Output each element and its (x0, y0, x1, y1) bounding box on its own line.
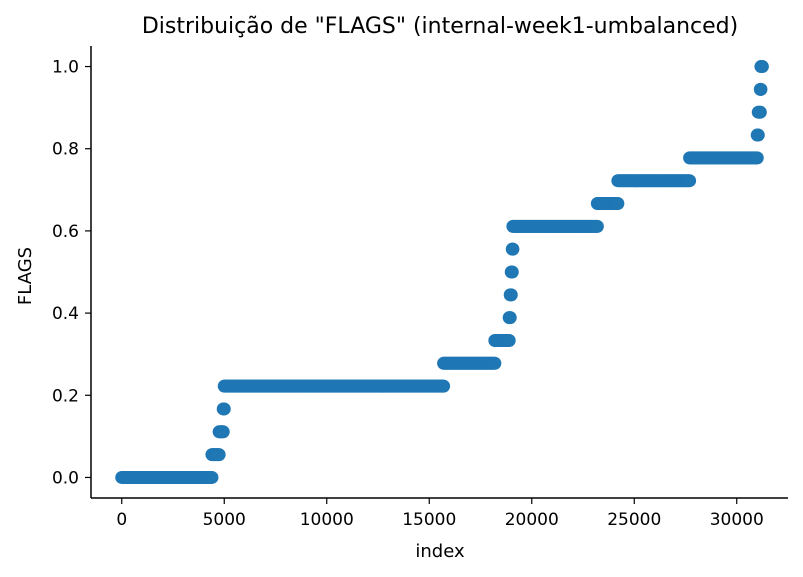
x-tick-label: 30000 (710, 510, 764, 530)
x-axis-label: index (415, 541, 465, 562)
chart-title: Distribuição de "FLAGS" (internal-week1-… (142, 14, 738, 39)
data-point (750, 151, 764, 165)
data-points (115, 60, 769, 484)
flag-level-12 (590, 197, 625, 210)
data-point (755, 60, 769, 74)
flag-level-17 (753, 82, 768, 96)
y-tick-label: 1.0 (52, 58, 79, 78)
y-tick-label: 0.2 (52, 386, 79, 406)
x-tick-label: 5000 (203, 510, 246, 530)
data-point (505, 265, 519, 279)
flag-level-13 (611, 174, 697, 188)
flag-level-18 (754, 60, 769, 74)
x-tick-label: 20000 (505, 510, 559, 530)
flag-level-9 (504, 265, 519, 279)
data-point (754, 82, 768, 96)
data-point (502, 334, 516, 347)
flag-level-15 (750, 128, 765, 142)
x-tick-label: 25000 (607, 510, 661, 530)
data-point (212, 448, 226, 462)
data-point (488, 356, 502, 370)
y-axis-label: FLAGS (15, 247, 36, 305)
y-tick-label: 0.4 (52, 304, 79, 324)
data-point (751, 128, 765, 142)
y-tick-label: 0.8 (52, 140, 79, 160)
flag-level-16 (751, 105, 767, 119)
flag-level-8 (503, 288, 518, 302)
data-point (504, 288, 518, 302)
data-point (611, 197, 625, 210)
data-point (217, 402, 231, 416)
data-point (437, 379, 451, 393)
x-tick-label: 15000 (402, 510, 456, 530)
flag-level-6 (488, 334, 516, 347)
data-point (590, 219, 604, 233)
data-point (205, 470, 219, 484)
x-tick-label: 0 (116, 510, 127, 530)
data-point (506, 242, 520, 256)
flag-level-7 (502, 311, 517, 325)
x-tick-label: 10000 (300, 510, 354, 530)
data-point (753, 105, 767, 119)
x-axis-ticks: 0 5000 10000 15000 20000 25000 30000 (116, 498, 764, 530)
flag-level-0 (115, 470, 219, 484)
flag-level-14 (683, 151, 764, 165)
flag-level-5 (437, 356, 502, 370)
flag-level-4 (217, 379, 451, 393)
y-tick-label: 0.0 (52, 468, 79, 488)
data-point (683, 174, 697, 188)
y-tick-label: 0.6 (52, 222, 79, 242)
flag-level-1 (205, 448, 226, 462)
flag-level-2 (212, 425, 230, 439)
data-point (503, 311, 517, 325)
y-axis-ticks: 0.0 0.2 0.4 0.6 0.8 1.0 (52, 58, 91, 488)
flag-level-10 (505, 242, 520, 256)
flag-level-11 (506, 219, 604, 233)
data-point (216, 425, 230, 439)
flag-level-3 (216, 402, 231, 416)
